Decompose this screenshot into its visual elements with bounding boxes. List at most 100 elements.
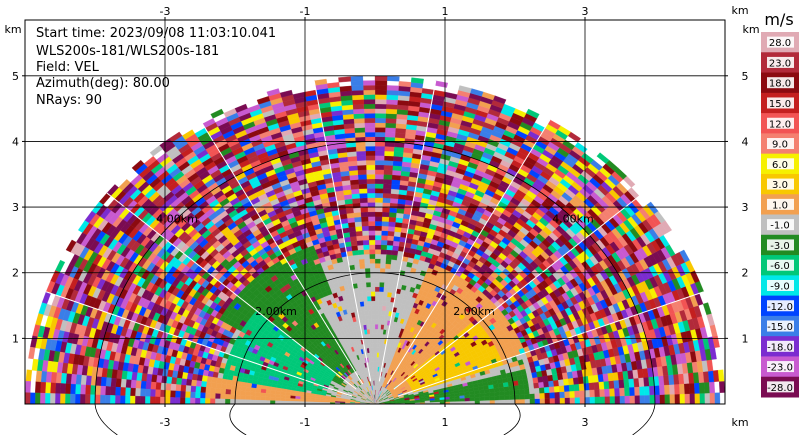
velocity-cell-3227 bbox=[360, 207, 368, 213]
velocity-cell-3095 bbox=[374, 174, 384, 180]
velocity-cell-133 bbox=[694, 382, 700, 394]
velocity-cell-2990 bbox=[376, 342, 380, 349]
velocity-cell-2877 bbox=[394, 221, 403, 228]
velocity-cell-2864 bbox=[387, 282, 394, 289]
velocity-cell-3116 bbox=[374, 75, 388, 81]
velocity-cell-124 bbox=[649, 385, 655, 396]
velocity-cell-3185 bbox=[362, 80, 376, 86]
velocity-cell-109 bbox=[574, 390, 581, 398]
velocity-cell-3113 bbox=[374, 89, 387, 95]
velocity-cell-2930 bbox=[382, 300, 387, 307]
velocity-cell-123 bbox=[644, 385, 650, 396]
velocity-cell-26 bbox=[504, 399, 511, 405]
velocity-cell-3065 bbox=[374, 314, 379, 320]
velocity-cell-3170 bbox=[365, 150, 376, 156]
velocity-cell-164 bbox=[504, 390, 510, 396]
velocity-cell-3223 bbox=[361, 225, 369, 232]
velocity-cell-132 bbox=[689, 382, 695, 394]
velocity-cell-34 bbox=[544, 398, 551, 405]
velocity-cell-2863 bbox=[387, 287, 393, 293]
velocity-cell-3126 bbox=[373, 356, 376, 362]
velocity-cell-3101 bbox=[374, 145, 385, 152]
velocity-cell-3253 bbox=[351, 85, 364, 91]
velocity-cell-2989 bbox=[376, 347, 380, 353]
velocity-cell-3075 bbox=[374, 267, 381, 273]
velocity-cell-3276 bbox=[363, 305, 369, 311]
velocity-cell-3097 bbox=[374, 164, 385, 170]
velocity-cell-41 bbox=[579, 396, 586, 405]
velocity-cell-3023 bbox=[382, 188, 392, 194]
velocity-cell-3254 bbox=[350, 80, 364, 87]
velocity-cell-3102 bbox=[374, 141, 385, 147]
velocity-cell-3243 bbox=[354, 132, 366, 138]
velocity-cell-3012 bbox=[380, 239, 388, 246]
velocity-cell-2960 bbox=[392, 160, 403, 167]
velocity-cell-23 bbox=[489, 399, 496, 405]
velocity-cell-3307 bbox=[347, 160, 358, 167]
velocity-cell-96 bbox=[509, 394, 516, 400]
velocity-cell-3083 bbox=[374, 230, 382, 236]
velocity-cell-3003 bbox=[379, 282, 385, 288]
velocity-cell-121 bbox=[634, 386, 640, 396]
velocity-cell-88 bbox=[469, 397, 476, 402]
velocity-cell-3019 bbox=[382, 207, 390, 213]
velocity-cell-3217 bbox=[363, 253, 370, 260]
velocity-cell-2945 bbox=[387, 230, 395, 237]
velocity-cell-3074 bbox=[374, 272, 381, 278]
velocity-cell-3103 bbox=[374, 136, 386, 142]
velocity-cell-43 bbox=[589, 396, 596, 405]
velocity-cell-3154 bbox=[368, 225, 376, 231]
velocity-cell-3093 bbox=[374, 183, 384, 189]
velocity-cell-3252 bbox=[351, 89, 364, 96]
velocity-cell-56 bbox=[654, 394, 661, 405]
velocity-cell-3301 bbox=[350, 188, 360, 195]
velocity-cell-44 bbox=[594, 396, 601, 405]
velocity-cell-95 bbox=[504, 395, 511, 400]
velocity-cell-2860 bbox=[385, 301, 391, 307]
velocity-cell-3351 bbox=[356, 277, 362, 284]
velocity-cell-3010 bbox=[380, 249, 387, 255]
velocity-cell-3109 bbox=[374, 108, 387, 114]
velocity-cell-110 bbox=[579, 390, 586, 398]
velocity-cell-2963 bbox=[393, 146, 404, 153]
velocity-cell-3168 bbox=[365, 160, 376, 166]
velocity-cell-2879 bbox=[395, 212, 404, 219]
velocity-cell-2871 bbox=[391, 249, 399, 256]
velocity-cell-104 bbox=[549, 392, 556, 399]
velocity-cell-3224 bbox=[361, 221, 369, 227]
velocity-cell-120 bbox=[629, 386, 635, 396]
velocity-cell-3035 bbox=[384, 132, 396, 138]
velocity-cell-2946 bbox=[387, 226, 396, 232]
velocity-cell-3111 bbox=[374, 99, 387, 105]
velocity-cell-3302 bbox=[350, 184, 360, 190]
velocity-cell-2952 bbox=[389, 198, 399, 204]
velocity-cell-2944 bbox=[387, 235, 394, 241]
velocity-cell-3084 bbox=[374, 225, 382, 231]
velocity-cell-100 bbox=[529, 393, 536, 400]
velocity-cell-3066 bbox=[374, 310, 379, 316]
velocity-cell-3092 bbox=[374, 188, 384, 194]
velocity-cell-3145 bbox=[369, 267, 376, 273]
velocity-cell-2955 bbox=[390, 184, 400, 190]
velocity-cell-3147 bbox=[369, 258, 376, 264]
velocity-cell-3100 bbox=[374, 150, 385, 156]
velocity-cell-3073 bbox=[374, 277, 380, 283]
velocity-cell-237 bbox=[518, 384, 525, 390]
velocity-cell-3130 bbox=[372, 338, 376, 344]
velocity-cell-3155 bbox=[368, 220, 376, 227]
velocity-cell-2859 bbox=[385, 305, 390, 312]
velocity-cell-2873 bbox=[392, 240, 400, 247]
velocity-cell-65 bbox=[699, 393, 706, 405]
velocity-cell-2953 bbox=[390, 193, 399, 199]
velocity-cell-25 bbox=[499, 399, 506, 405]
velocity-cell-179 bbox=[578, 383, 585, 391]
velocity-cell-3022 bbox=[382, 192, 391, 199]
velocity-cell-3365 bbox=[346, 212, 355, 219]
velocity-cell-122 bbox=[639, 386, 645, 396]
velocity-cell-3240 bbox=[355, 146, 366, 152]
velocity-cell-3234 bbox=[357, 174, 367, 180]
velocity-cell-3211 bbox=[365, 282, 371, 288]
velocity-cell-3056 bbox=[374, 356, 377, 362]
velocity-cell-3181 bbox=[363, 99, 376, 105]
velocity-cell-3290 bbox=[356, 240, 364, 246]
